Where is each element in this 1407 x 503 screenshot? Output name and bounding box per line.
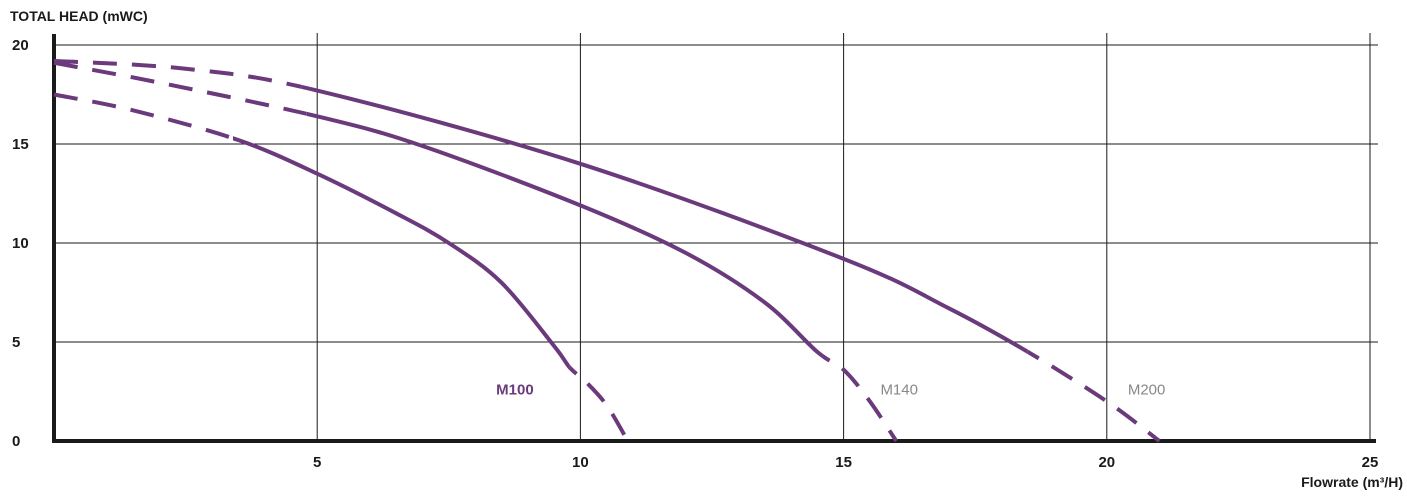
series-label-m100: M100 <box>496 382 534 399</box>
series-label-m140: M140 <box>880 382 918 399</box>
y-tick-label-15: 15 <box>12 136 29 153</box>
series-m140-line <box>306 111 823 359</box>
series-m100-line <box>232 136 570 371</box>
x-tick-label-5: 5 <box>313 454 321 471</box>
y-tick-label-0: 0 <box>12 433 20 450</box>
x-tick-label-10: 10 <box>572 454 589 471</box>
series-m100-dashed-end <box>569 364 630 443</box>
labels-layer: M100 M140 M200 <box>496 382 1165 399</box>
x-axis-title: Flowrate (m³/H) <box>1301 474 1403 490</box>
x-tick-label-15: 15 <box>835 454 852 471</box>
x-tick-label-20: 20 <box>1098 454 1115 471</box>
series-m200-line <box>301 84 1028 355</box>
y-tick-label-10: 10 <box>12 235 29 252</box>
series-m200-dashed-start <box>53 58 302 89</box>
series-m140-dashed-end <box>822 353 898 443</box>
series-m200-dashed-end <box>1027 349 1161 443</box>
series-m100-dashed-start <box>53 92 233 141</box>
x-tick-label-25: 25 <box>1362 454 1379 471</box>
grid-layer <box>54 33 1378 441</box>
y-axis-title: TOTAL HEAD (mWC) <box>10 8 148 24</box>
series-m140-dashed-start <box>53 60 307 116</box>
series-layer <box>53 58 1161 443</box>
y-tick-label-20: 20 <box>12 37 29 54</box>
axes-layer: 0 5 10 15 20 5 10 15 20 25 <box>12 34 1378 471</box>
y-tick-label-5: 5 <box>12 334 20 351</box>
series-label-m200: M200 <box>1128 382 1166 399</box>
